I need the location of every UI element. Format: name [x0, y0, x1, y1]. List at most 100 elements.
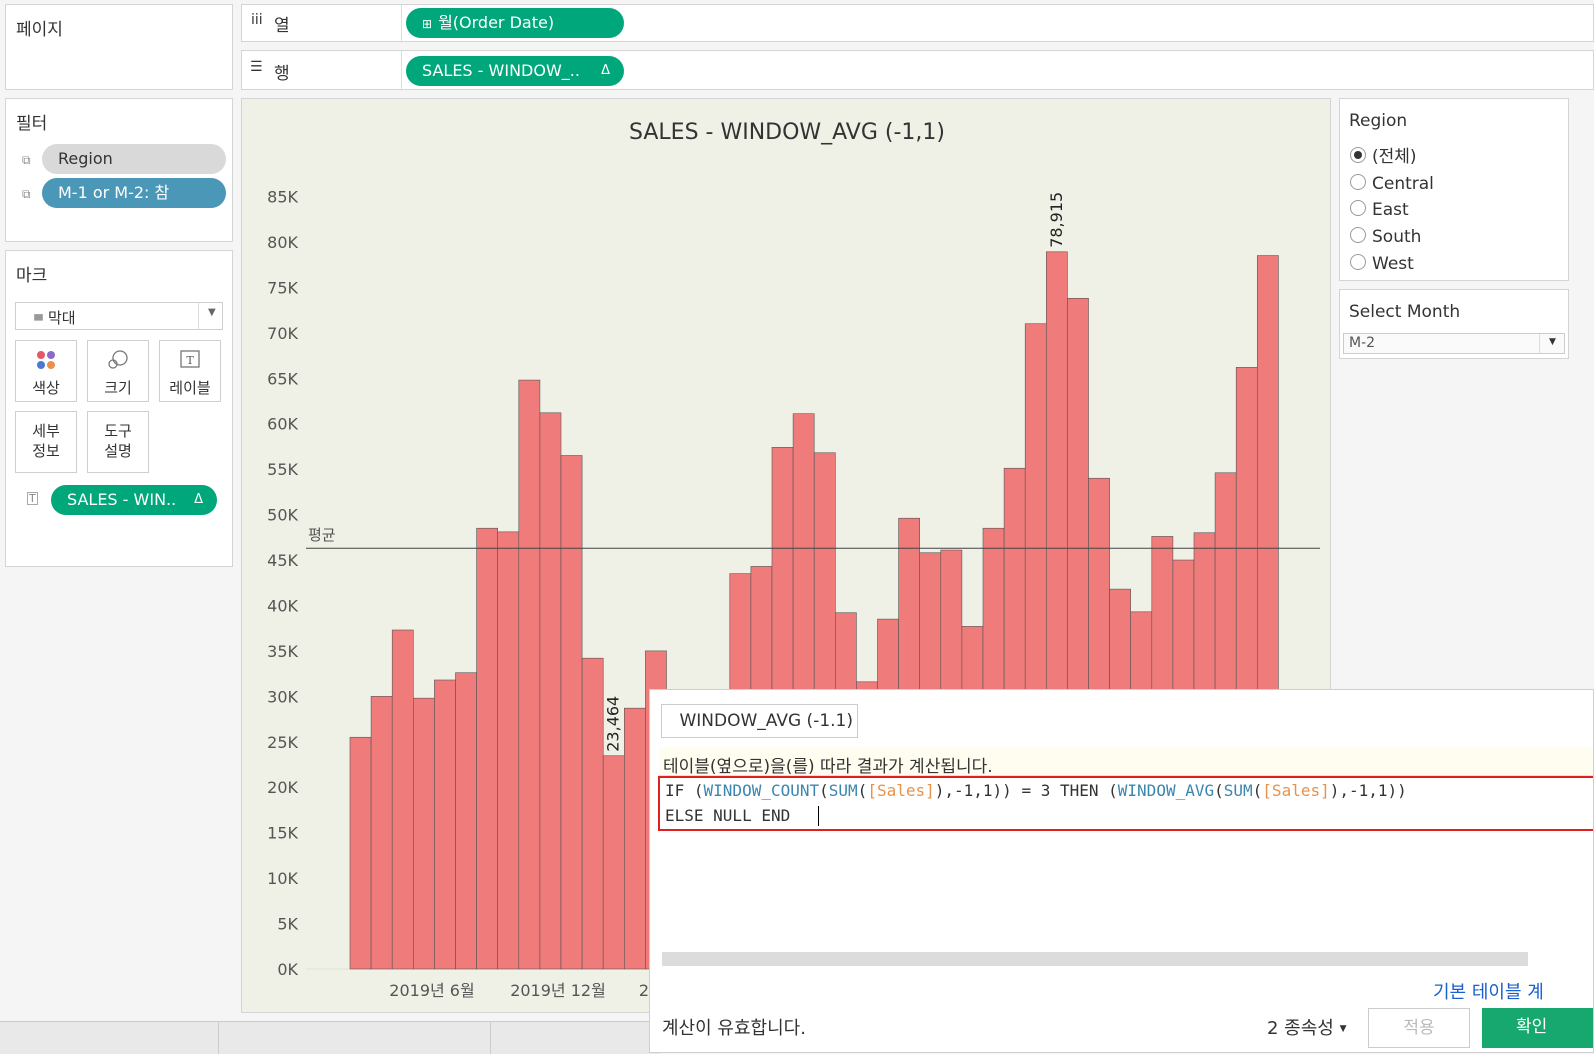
radio-icon[interactable]	[1350, 173, 1366, 190]
columns-pill-order-date[interactable]: ⊞ 월(Order Date)	[406, 8, 624, 38]
rows-pill-label: SALES - WINDOW_..	[422, 61, 580, 80]
mark-type-dropdown[interactable]: ▗▖ 막대 ▼	[15, 302, 223, 330]
bar	[476, 527, 499, 970]
bar	[455, 672, 477, 970]
bar	[539, 412, 562, 970]
formula-function: WINDOW_COUNT	[703, 781, 820, 800]
bar	[349, 736, 372, 970]
y-tick-label: 30K	[267, 687, 298, 706]
rows-shelf: ☰ 행 SALES - WINDOW_.. Δ	[241, 50, 1594, 91]
color-icon	[37, 351, 55, 369]
y-tick-label: 35K	[267, 642, 298, 661]
marks-label-pill[interactable]: SALES - WIN.. Δ	[51, 485, 217, 515]
marks-color-button[interactable]: 색상	[15, 340, 77, 402]
y-tick-label: 45K	[267, 551, 298, 570]
columns-pill-label: 월(Order Date)	[438, 13, 555, 32]
svg-text:T: T	[186, 354, 194, 367]
marks-label-pill-text: SALES - WIN..	[67, 490, 177, 509]
y-tick-label: 5K	[277, 915, 298, 934]
filter-icon: ⧉	[22, 153, 31, 167]
region-option-label: South	[1372, 227, 1422, 248]
marks-detail-button[interactable]: 세부 정보	[15, 411, 77, 473]
bar	[497, 531, 520, 970]
radio-icon[interactable]	[1350, 227, 1366, 244]
chart-title: SALES - WINDOW_AVG (-1,1)	[629, 120, 945, 145]
marks-size-button[interactable]: 크기	[87, 340, 149, 402]
region-filter-title: Region	[1349, 111, 1408, 131]
region-option[interactable]: West	[1350, 253, 1414, 275]
radio-icon[interactable]	[1350, 147, 1366, 163]
y-tick-label: 75K	[267, 278, 298, 297]
region-option-label: Central	[1372, 173, 1434, 194]
radio-icon[interactable]	[1350, 200, 1366, 217]
delta-icon: Δ	[194, 492, 203, 507]
text-label-icon: T	[180, 350, 200, 368]
rows-pill-sales-window[interactable]: SALES - WINDOW_.. Δ	[406, 56, 624, 86]
formula-text: IF (	[665, 781, 704, 800]
y-tick-label: 70K	[267, 324, 298, 343]
dependencies-dropdown[interactable]: 2 종속성 ▼	[1267, 1014, 1347, 1040]
region-option[interactable]: South	[1350, 226, 1421, 248]
x-tick-label: 2019년 6월	[389, 981, 474, 1000]
month-param-title: Select Month	[1349, 302, 1461, 322]
columns-shelf-label: 열	[274, 16, 290, 36]
x-tick-label: 2019년 12월	[510, 981, 606, 1000]
apply-button[interactable]: 적용	[1368, 1008, 1470, 1048]
marks-tooltip-button[interactable]: 도구 설명	[87, 411, 149, 473]
bar	[434, 679, 456, 970]
y-tick-label: 80K	[267, 233, 298, 252]
bar	[413, 697, 435, 970]
bar	[518, 379, 541, 970]
apply-button-label: 적용	[1403, 1018, 1435, 1038]
formula-text: (	[857, 781, 868, 800]
sheet-tab-strip	[0, 1021, 660, 1054]
default-table-calc-link[interactable]: 기본 테이블 계	[1433, 982, 1544, 1003]
pages-panel-title: 페이지	[16, 20, 63, 40]
formula-function: SUM	[828, 781, 858, 800]
month-param-dropdown[interactable]: M-2 ▼	[1343, 333, 1565, 354]
bar-chart-icon: ▗▖	[30, 308, 47, 321]
data-label: 78,915	[1047, 192, 1066, 248]
data-label: 23,464	[604, 696, 623, 752]
formula-text: (	[1214, 781, 1224, 800]
y-tick-label: 0K	[277, 960, 298, 979]
reference-line-label: 평균	[308, 526, 336, 544]
chevron-down-icon: ▼	[1339, 1024, 1347, 1034]
formula-editor[interactable]: IF (WINDOW_COUNT(SUM([Sales]),-1,1)) = 3…	[658, 776, 1593, 831]
formula-function: WINDOW_AVG	[1117, 781, 1215, 800]
region-option[interactable]: (전체)	[1350, 146, 1417, 168]
text-cursor	[818, 806, 819, 826]
chevron-down-icon: ▼	[208, 307, 216, 318]
formula-text: (	[1252, 781, 1263, 800]
rows-shelf-label: 행	[274, 64, 290, 84]
rows-icon: ☰	[250, 59, 263, 75]
formula-text: ),-1,1)) = 3 THEN (	[934, 781, 1118, 800]
ok-button[interactable]: 확인	[1482, 1008, 1593, 1048]
radio-icon[interactable]	[1350, 253, 1366, 270]
y-tick-label: 15K	[267, 824, 298, 843]
formula-field: [Sales]	[1262, 781, 1330, 800]
marks-tooltip-line1: 도구	[104, 422, 132, 440]
formula-text: (	[819, 781, 829, 800]
y-tick-label: 20K	[267, 778, 298, 797]
bar	[560, 455, 583, 970]
filter-pill-m1-m2[interactable]: M-1 or M-2: 참	[42, 178, 226, 208]
y-tick-label: 85K	[267, 188, 298, 207]
y-tick-label: 40K	[267, 596, 298, 615]
y-tick-label: 55K	[267, 460, 298, 479]
delta-icon: Δ	[601, 63, 610, 78]
marks-label-button[interactable]: T 레이블	[159, 340, 221, 402]
calc-name-field[interactable]: WINDOW_AVG (-1.1)	[661, 704, 858, 738]
region-option-label: (전체)	[1372, 147, 1417, 167]
formula-field: [Sales]	[867, 781, 935, 800]
filter-pill-region[interactable]: Region	[42, 144, 226, 174]
filters-panel-title: 필터	[16, 114, 48, 134]
y-tick-label: 60K	[267, 415, 298, 434]
horizontal-scrollbar[interactable]	[662, 952, 1528, 966]
marks-size-label: 크기	[104, 379, 132, 397]
month-param-card: Select Month M-2 ▼	[1339, 289, 1569, 359]
region-option[interactable]: East	[1350, 199, 1409, 221]
ok-button-label: 확인	[1516, 1017, 1548, 1037]
calc-info-bar: 테이블(옆으로)을(를) 따라 결과가 계산됩니다.	[659, 747, 1593, 777]
region-option[interactable]: Central	[1350, 173, 1434, 195]
